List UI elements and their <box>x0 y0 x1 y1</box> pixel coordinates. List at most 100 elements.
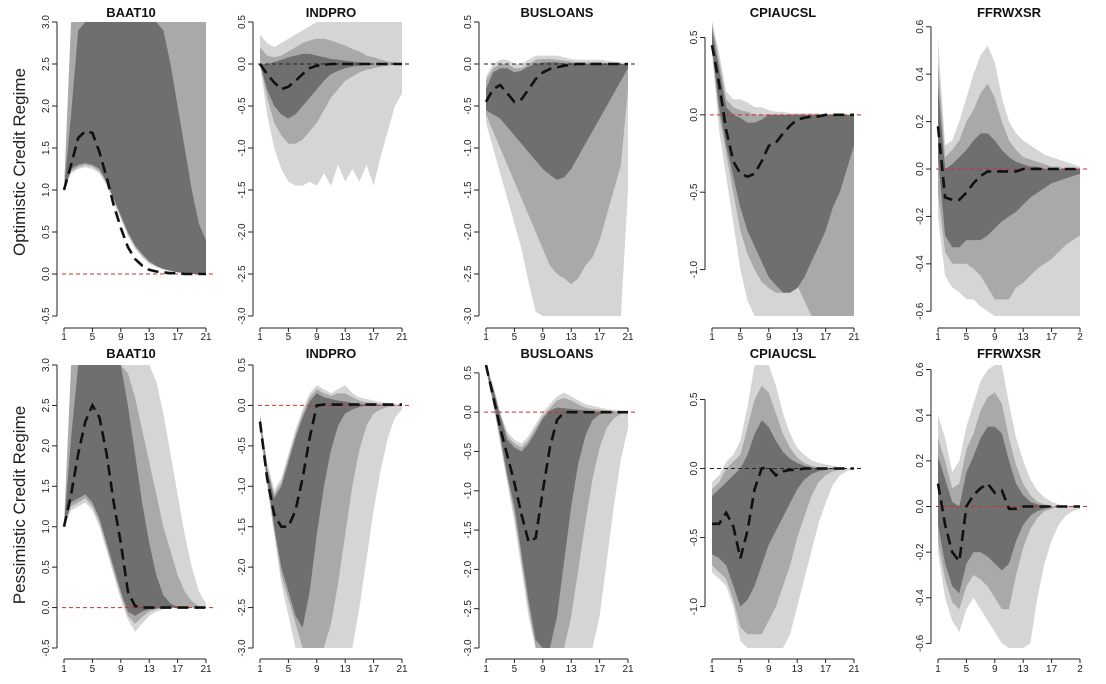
y-tick-label: -1.0 <box>689 261 700 279</box>
x-tick-label: 13 <box>1018 664 1030 675</box>
panel-baat10-optimistic: -0.5 0.0 0.5 1.0 1.5 2.0 2.5 3.0 1 5 9 13 17 21 BAAT10 <box>41 5 216 343</box>
x-tick-label: 5 <box>512 664 518 675</box>
y-tick-label: 0.5 <box>41 560 52 574</box>
x-tick-label: 5 <box>90 664 96 675</box>
x-tick-label: 9 <box>992 332 998 343</box>
x-tick-label: 21 <box>848 664 860 675</box>
x-tick-label: 21 <box>622 664 634 675</box>
median-line <box>712 465 854 559</box>
x-tick-label: 13 <box>566 664 578 675</box>
y-tick-label: -0.5 <box>463 97 474 115</box>
y-tick-label: 0.4 <box>915 67 926 81</box>
x-tick-label: 13 <box>792 664 804 675</box>
panel-ffrwxsr-pessimistic: -0.6 -0.4 -0.2 0.0 0.2 0.4 0.6 1 5 9 13 17 2 FFRWXSR <box>915 346 1090 675</box>
y-tick-label: -0.5 <box>689 183 700 201</box>
median-line <box>710 44 854 179</box>
band-inner <box>712 29 854 293</box>
band-inner <box>64 365 206 616</box>
y-tick-label: 2.5 <box>41 57 52 71</box>
panel-cpiaucsl-optimistic: -1.0 -0.5 0.0 0.5 1 5 9 13 17 21 CPIAUCSL <box>689 5 864 343</box>
x-tick-label: 13 <box>792 332 804 343</box>
y-tick-label: -0.4 <box>915 589 926 607</box>
y-tick-label: 0.5 <box>689 392 700 406</box>
y-tick-label: -0.5 <box>237 437 248 455</box>
y-tick-label: -0.2 <box>915 543 926 561</box>
y-tick-label: 2.5 <box>41 398 52 412</box>
x-tick-label: 1 <box>483 332 489 343</box>
panel-grid: -0.50.00.51.01.52.02.53.01 5 9 13 17 21BAAT10… <box>41 5 1090 675</box>
y-tick-label: -2.0 <box>237 558 248 576</box>
x-tick-label: 5 <box>964 332 970 343</box>
panel-title: BAAT10 <box>106 346 156 361</box>
y-tick-label: 0.5 <box>463 365 474 379</box>
panel-title: BUSLOANS <box>521 5 594 20</box>
y-tick-label: -0.5 <box>463 442 474 460</box>
y-tick-label: 1.5 <box>41 479 52 493</box>
y-tick-label: -0.5 <box>41 639 52 657</box>
x-tick-label: 13 <box>144 332 156 343</box>
x-tick-label: 17 <box>1046 332 1058 343</box>
panel-title: CPIAUCSL <box>750 5 817 20</box>
x-tick-label: 5 <box>738 332 744 343</box>
x-tick-label: 9 <box>118 664 124 675</box>
x-tick-label: 21 <box>622 332 634 343</box>
y-tick-label: 0.5 <box>463 15 474 29</box>
row-label-optimistic: Optimistic Credit Regime <box>10 68 29 256</box>
y-tick-label: 0.6 <box>915 19 926 33</box>
x-tick-label: 1 <box>483 664 489 675</box>
y-tick-label: -0.5 <box>689 529 700 547</box>
y-tick-label: -1.0 <box>463 482 474 500</box>
x-tick-label: 17 <box>594 332 606 343</box>
x-tick-label: 1 <box>935 664 941 675</box>
panel-busloans-pessimistic: -3.0 -2.5 -2.0 -1.5 -1.0 -0.5 0.0 0.5 1 5 9 13 17 21 B… <box>463 346 638 675</box>
panel-title: BAAT10 <box>106 5 156 20</box>
y-tick-label: -0.5 <box>41 307 52 325</box>
x-tick-label: 17 <box>172 664 184 675</box>
y-tick-label: 1.0 <box>41 519 52 533</box>
y-tick-label: 0.0 <box>689 461 700 475</box>
x-tick-label: 21 <box>396 664 408 675</box>
x-tick-label: 5 <box>738 664 744 675</box>
x-tick-label: 13 <box>1018 332 1030 343</box>
panel-title: CPIAUCSL <box>750 346 817 361</box>
x-tick-label: 1 <box>709 332 715 343</box>
panel-title: FFRWXSR <box>977 5 1042 20</box>
y-tick-label: 0.0 <box>689 107 700 121</box>
panel-title: FFRWXSR <box>977 346 1042 361</box>
band-inner <box>64 22 206 274</box>
x-tick-label: 17 <box>172 332 184 343</box>
y-tick-label: -1.0 <box>237 477 248 495</box>
y-tick-label: -1.5 <box>237 518 248 536</box>
median-line <box>936 481 1080 565</box>
median-line <box>484 62 628 104</box>
y-tick-label: -2.0 <box>463 560 474 578</box>
y-tick-label: -3.0 <box>237 639 248 657</box>
x-tick-label: 1 <box>935 332 941 343</box>
y-tick-label: 0.0 <box>41 267 52 281</box>
x-tick-label: 1 <box>709 664 715 675</box>
x-tick-label: 9 <box>992 664 998 675</box>
x-tick-label: 21 <box>848 332 860 343</box>
x-tick-label: 5 <box>964 664 970 675</box>
y-tick-label: 0.4 <box>915 408 926 422</box>
row-label-pessimistic: Pessimistic Credit Regime <box>10 406 29 604</box>
y-tick-label: 2.0 <box>41 438 52 452</box>
y-tick-label: 1.0 <box>41 183 52 197</box>
x-tick-label: 9 <box>118 332 124 343</box>
panel-busloans-optimistic: -3.0 -2.5 -2.0 -1.5 -1.0 -0.5 0.0 0.5 1 5 9 13 17 21 B… <box>463 5 638 343</box>
x-tick-label: 1 <box>61 664 67 675</box>
x-tick-label: 1 <box>257 332 263 343</box>
y-tick-label: -2.5 <box>237 265 248 283</box>
y-tick-label: -0.5 <box>237 97 248 115</box>
y-tick-label: 0.2 <box>915 453 926 467</box>
x-tick-label: 9 <box>540 332 546 343</box>
y-tick-label: -2.5 <box>237 599 248 617</box>
y-tick-label: 0.0 <box>237 398 248 412</box>
y-tick-label: -1.5 <box>463 181 474 199</box>
x-tick-label: 13 <box>566 332 578 343</box>
band-inner <box>938 86 1080 248</box>
x-tick-label: 1 <box>61 332 67 343</box>
y-tick-label: -1.5 <box>237 181 248 199</box>
x-tick-label: 13 <box>340 664 352 675</box>
